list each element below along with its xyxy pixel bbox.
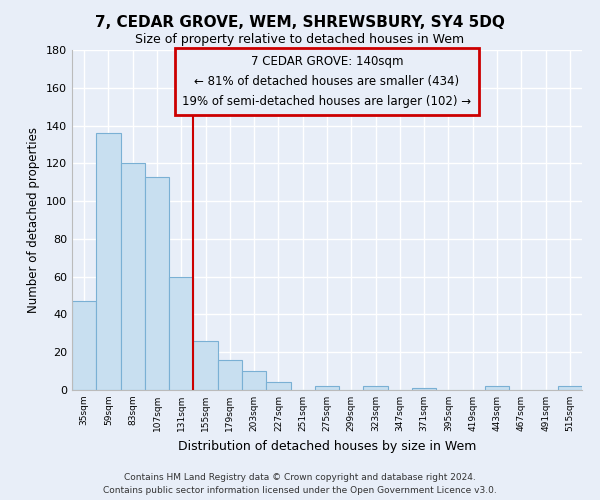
Bar [193, 341, 218, 390]
Bar [485, 386, 509, 390]
Bar [242, 371, 266, 390]
Bar [121, 164, 145, 390]
Bar [266, 382, 290, 390]
X-axis label: Distribution of detached houses by size in Wem: Distribution of detached houses by size … [178, 440, 476, 452]
Bar [218, 360, 242, 390]
Bar [412, 388, 436, 390]
Bar [169, 276, 193, 390]
Y-axis label: Number of detached properties: Number of detached properties [28, 127, 40, 313]
Text: 7, CEDAR GROVE, WEM, SHREWSBURY, SY4 5DQ: 7, CEDAR GROVE, WEM, SHREWSBURY, SY4 5DQ [95, 15, 505, 30]
Bar [145, 176, 169, 390]
Bar [364, 386, 388, 390]
Bar [96, 133, 121, 390]
Text: 7 CEDAR GROVE: 140sqm
← 81% of detached houses are smaller (434)
19% of semi-det: 7 CEDAR GROVE: 140sqm ← 81% of detached … [182, 55, 472, 108]
Bar [72, 301, 96, 390]
Bar [558, 386, 582, 390]
Bar [315, 386, 339, 390]
Text: Contains HM Land Registry data © Crown copyright and database right 2024.
Contai: Contains HM Land Registry data © Crown c… [103, 474, 497, 495]
Text: Size of property relative to detached houses in Wem: Size of property relative to detached ho… [136, 32, 464, 46]
